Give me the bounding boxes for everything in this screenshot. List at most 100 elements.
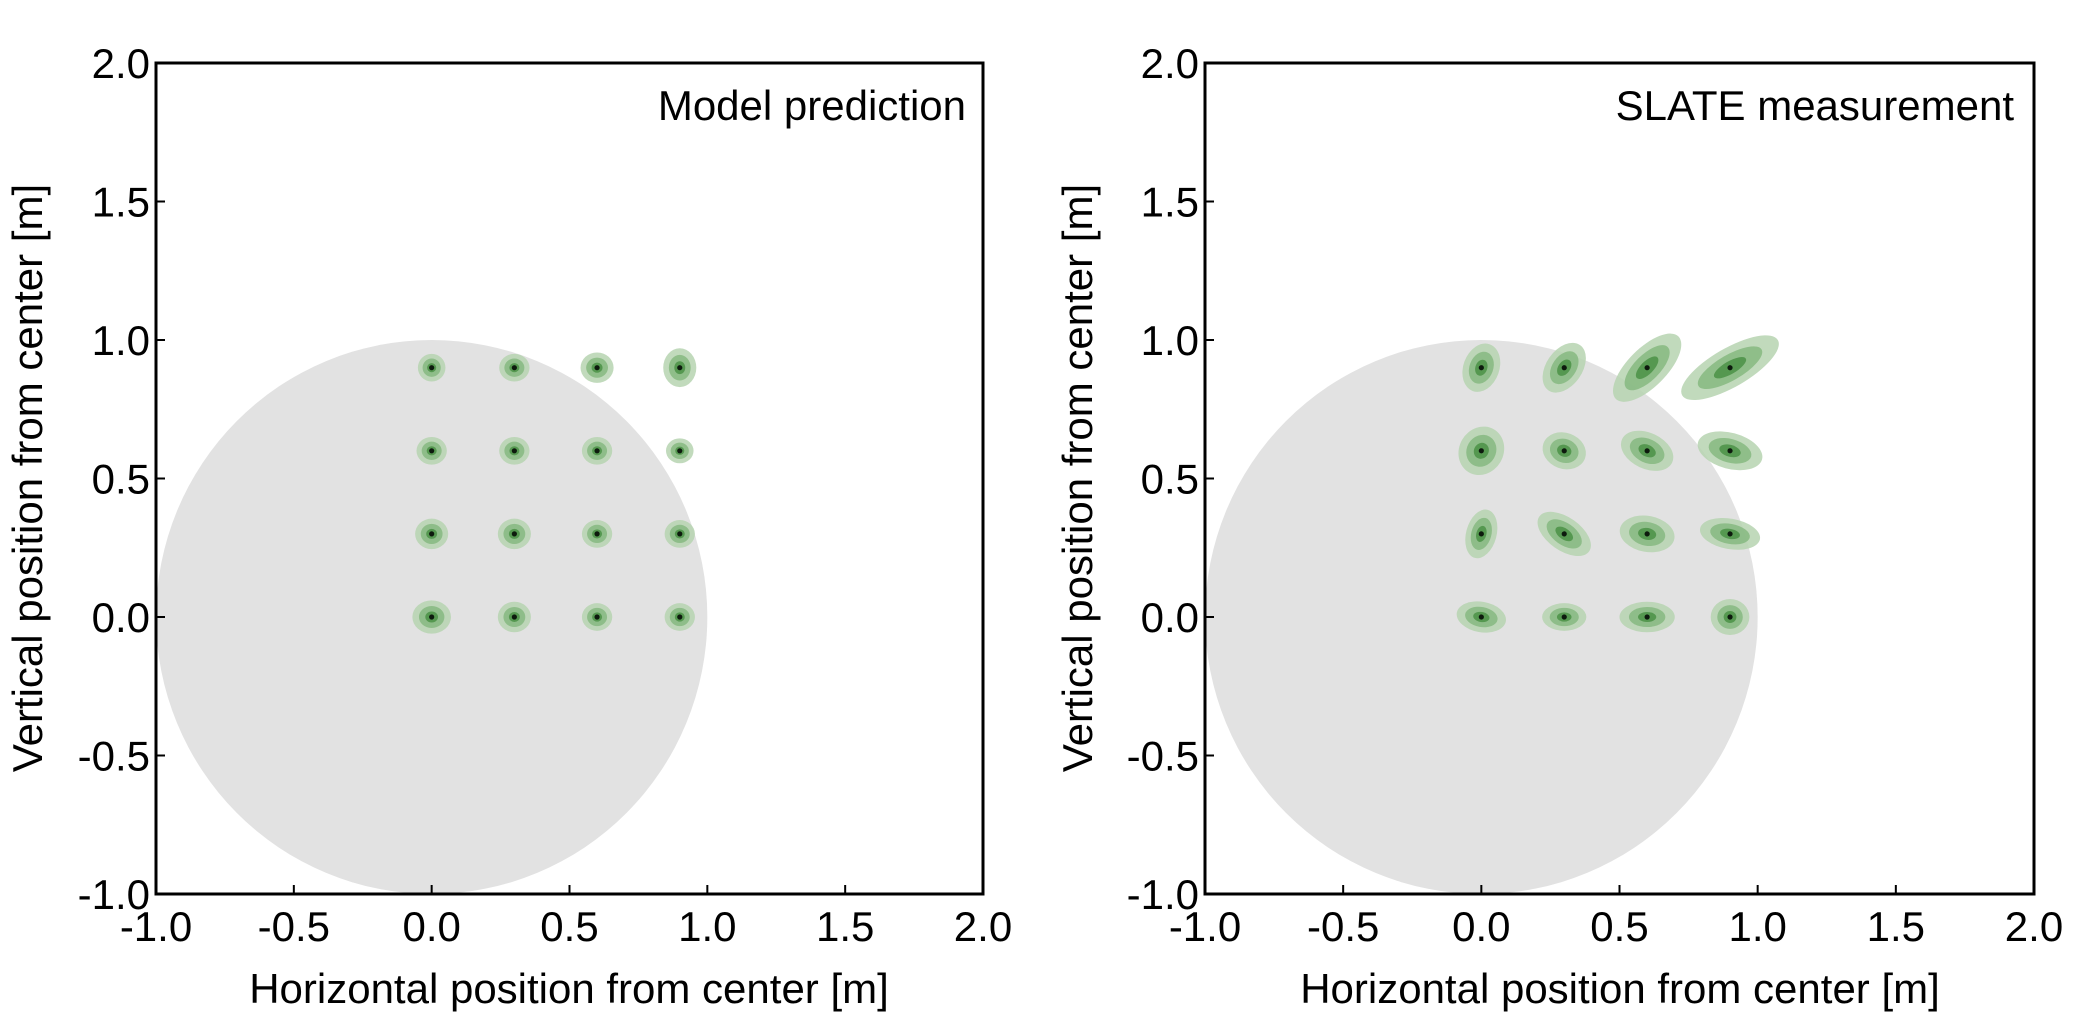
point-marker — [511, 365, 517, 371]
y-tick-label: 0.5 — [92, 456, 150, 503]
data-point — [1462, 343, 1501, 392]
x-tick-label: 0.0 — [1452, 903, 1510, 950]
data-point — [581, 520, 613, 548]
data-point — [499, 353, 530, 382]
panel-title: Model prediction — [658, 82, 966, 129]
point-marker — [1478, 448, 1484, 454]
y-tick-label: 2.0 — [1141, 40, 1199, 87]
data-point — [581, 436, 613, 465]
point-marker — [1561, 614, 1567, 620]
data-point — [416, 436, 447, 465]
point-marker — [677, 614, 683, 620]
data-point — [499, 436, 530, 465]
y-tick-label: -1.0 — [1127, 871, 1199, 918]
x-tick-label: 2.0 — [2005, 903, 2063, 950]
data-point — [1620, 430, 1674, 471]
data-point — [412, 600, 451, 634]
point-marker — [429, 531, 435, 537]
point-marker — [1727, 448, 1733, 454]
data-point — [1456, 601, 1506, 633]
data-point — [1465, 509, 1498, 559]
data-point — [1710, 598, 1750, 636]
point-marker — [429, 614, 435, 620]
data-point — [1619, 515, 1675, 553]
x-tick-label: -0.5 — [258, 903, 330, 950]
x-tick-label: 1.0 — [678, 903, 736, 950]
y-tick-label: -1.0 — [78, 871, 150, 918]
data-point — [415, 518, 449, 550]
y-tick-label: 0.0 — [92, 594, 150, 641]
y-axis-label: Vertical position from center [m] — [1054, 184, 1101, 772]
x-tick-label: 1.5 — [816, 903, 874, 950]
point-marker — [429, 448, 435, 454]
data-point — [664, 520, 695, 548]
point-marker — [1561, 531, 1567, 537]
point-marker — [511, 614, 517, 620]
point-marker — [1561, 365, 1567, 371]
data-point — [497, 601, 531, 633]
panel-model-prediction: Model prediction Horizontal position fro… — [4, 40, 1012, 1012]
data-point — [1537, 511, 1591, 557]
data-point — [581, 603, 613, 631]
data-point — [1697, 431, 1763, 471]
point-marker — [594, 614, 600, 620]
data-point — [497, 518, 531, 550]
point-marker — [1644, 614, 1650, 620]
data-point — [1619, 601, 1675, 633]
data-point — [1542, 603, 1587, 631]
point-marker — [594, 448, 600, 454]
point-marker — [1478, 365, 1484, 371]
y-tick-label: 0.5 — [1141, 456, 1199, 503]
point-marker — [1644, 365, 1650, 371]
data-point — [1681, 335, 1779, 401]
x-axis-label: Horizontal position from center [m] — [249, 965, 889, 1012]
x-tick-label: -0.5 — [1307, 903, 1379, 950]
point-marker — [677, 365, 683, 371]
y-tick-label: -0.5 — [78, 733, 150, 780]
y-axis-label: Vertical position from center [m] — [4, 184, 51, 772]
point-marker — [594, 531, 600, 537]
y-tick-label: 1.5 — [92, 179, 150, 226]
point-marker — [1727, 365, 1733, 371]
point-marker — [511, 448, 517, 454]
point-marker — [1727, 531, 1733, 537]
x-tick-label: 0.5 — [1590, 903, 1648, 950]
panel-title: SLATE measurement — [1616, 82, 2015, 129]
x-tick-label: 0.5 — [540, 903, 598, 950]
data-point — [1458, 426, 1505, 476]
data-point — [1542, 432, 1586, 470]
y-tick-label: 1.0 — [1141, 317, 1199, 364]
point-marker — [594, 365, 600, 371]
data-point — [664, 603, 695, 631]
data-point — [663, 348, 697, 388]
data-point — [1612, 333, 1682, 402]
x-tick-label: -1.0 — [1169, 903, 1241, 950]
point-marker — [677, 531, 683, 537]
point-marker — [1478, 614, 1484, 620]
y-tick-label: -0.5 — [1127, 733, 1199, 780]
data-point — [417, 353, 446, 382]
panel-slate-measurement: SLATE measurement Horizontal position fr… — [1054, 40, 2063, 1012]
data-point — [1699, 517, 1761, 550]
point-marker — [1478, 531, 1484, 537]
x-tick-label: -1.0 — [120, 903, 192, 950]
point-marker — [1561, 448, 1567, 454]
x-tick-label: 0.0 — [402, 903, 460, 950]
x-axis-label: Horizontal position from center [m] — [1300, 965, 1940, 1012]
x-tick-label: 2.0 — [954, 903, 1012, 950]
x-tick-label: 1.5 — [1867, 903, 1925, 950]
y-tick-label: 1.0 — [92, 317, 150, 364]
point-marker — [1644, 531, 1650, 537]
x-tick-label: 1.0 — [1728, 903, 1786, 950]
point-marker — [1644, 448, 1650, 454]
point-marker — [1727, 614, 1733, 620]
y-tick-label: 2.0 — [92, 40, 150, 87]
y-tick-label: 1.5 — [1141, 179, 1199, 226]
y-tick-label: 0.0 — [1141, 594, 1199, 641]
data-point — [1542, 342, 1586, 393]
point-marker — [677, 448, 683, 454]
data-point — [580, 352, 614, 383]
point-marker — [429, 365, 435, 371]
data-point — [665, 438, 694, 464]
